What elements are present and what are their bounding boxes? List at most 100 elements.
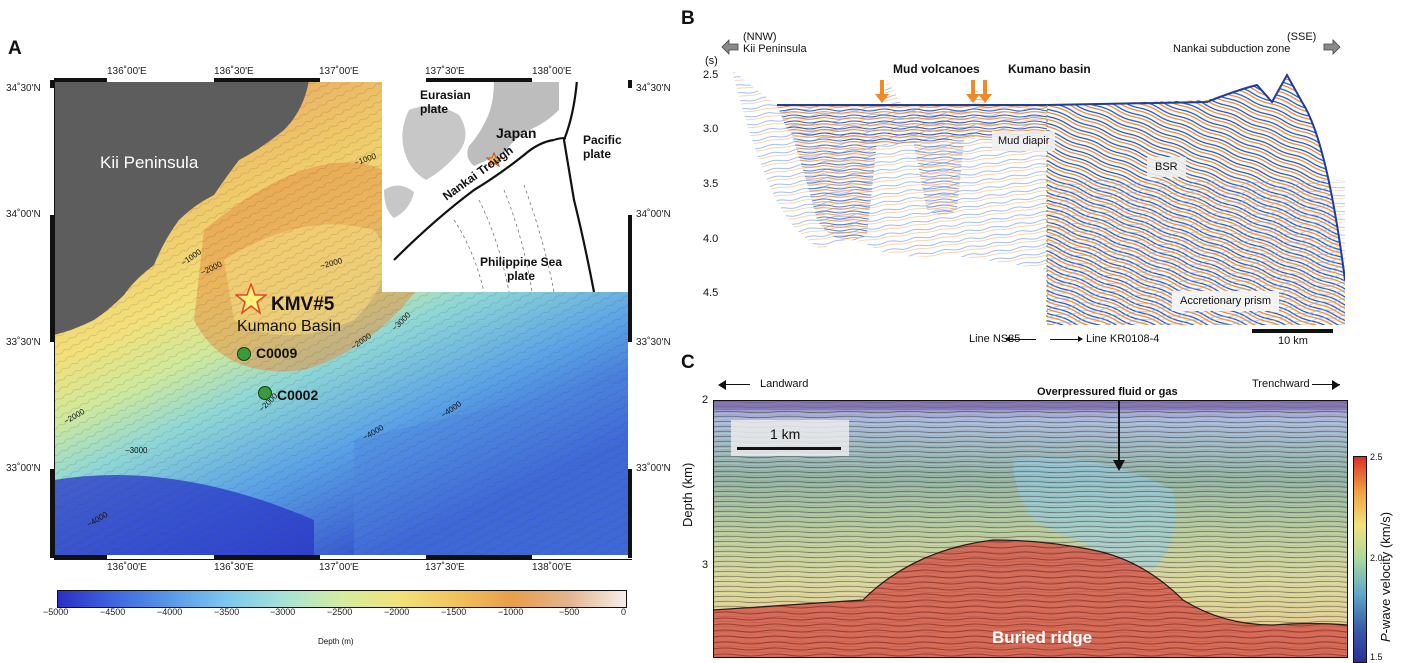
twt-tick: 3.0 (703, 123, 719, 135)
twt-tick: 4.5 (703, 287, 719, 299)
bathymetry-map (54, 80, 632, 560)
map-bottom-frame (54, 555, 632, 559)
velocity-tick: 1.5 (1370, 652, 1383, 662)
map-right-frame (628, 80, 632, 558)
overpressured-arrow-shaft (1118, 400, 1120, 462)
lat-label: 34˚00'N (636, 209, 671, 220)
lat-label: 33˚30'N (6, 337, 41, 348)
depth-tick: 3 (702, 559, 709, 571)
buried-ridge-label: Buried ridge (992, 628, 1093, 647)
arrow-right-icon (1332, 380, 1340, 390)
left-line-arrow (1006, 339, 1036, 340)
depth-tick: 2 (702, 394, 709, 406)
lon-label: 137˚00'E (319, 66, 359, 77)
twt-tick: 4.0 (703, 233, 719, 245)
c0002-label: C0002 (277, 387, 319, 403)
scale-bar-c-label: 1 km (770, 426, 801, 442)
lat-label: 33˚30'N (636, 337, 671, 348)
mud-diapir-label: Mud diapir (992, 131, 1056, 151)
lon-label: 138˚00'E (532, 66, 572, 77)
colorbar-tick: −5000 (43, 607, 69, 617)
mud-volcano-arrow-icon (875, 80, 889, 103)
colorbar-tick: −1000 (498, 607, 524, 617)
kmv5-star-icon (235, 283, 267, 315)
panel-b-letter: B (681, 8, 695, 29)
scale-bar-b-label: 10 km (1278, 335, 1308, 347)
arrow-left-icon (718, 380, 726, 390)
arrowhead-icon (1078, 336, 1083, 342)
kumano-basin-label: Kumano Basin (237, 318, 342, 335)
lon-label: 138˚00'E (532, 562, 572, 573)
depth-colorbar (57, 590, 627, 608)
scale-bar-c (737, 447, 841, 450)
landward-arrow (722, 384, 750, 385)
c0002-site-marker (258, 386, 272, 400)
velocity-tick: 2.0 (1370, 553, 1383, 563)
depth-section-c (713, 400, 1348, 658)
depth-colorbar-ticks: −5000 −4500 −4000 −3500 −3000 −2500 −200… (43, 607, 627, 621)
trenchward-arrow (1312, 384, 1340, 385)
overpressured-label: Overpressured fluid or gas (1037, 386, 1178, 398)
colorbar-tick: −3500 (214, 607, 240, 617)
philippine-sea-plate-label: Philippine Sea plate (480, 255, 563, 283)
colorbar-tick: −2000 (384, 607, 410, 617)
panel-c-letter: C (681, 352, 695, 373)
velocity-colorbar-label: P-wave velocity (km/s) (1378, 512, 1393, 642)
lon-label: 137˚30'E (425, 562, 465, 573)
accretionary-prism-label: Accretionary prism (1172, 291, 1280, 311)
sse-label: (SSE) (1287, 31, 1317, 43)
nnw-label: (NNW) (743, 31, 777, 43)
mud-volcano-arrow-icon (966, 80, 980, 103)
lon-label: 137˚30'E (425, 66, 465, 77)
velocity-tick: 2.5 (1370, 452, 1383, 462)
depth-colorbar-label: Depth (m) (318, 637, 354, 646)
colorbar-tick: −2500 (327, 607, 353, 617)
lon-label: 136˚30'E (214, 562, 254, 573)
lon-label: 136˚00'E (107, 562, 147, 573)
kii-peninsula-direction: Kii Peninsula (743, 43, 807, 55)
map-left-frame (50, 80, 54, 558)
lon-label: 137˚00'E (319, 562, 359, 573)
arrow-down-icon (1113, 460, 1125, 471)
colorbar-tick: −4500 (100, 607, 126, 617)
velocity-colorbar (1353, 456, 1367, 663)
lat-label: 33˚00'N (636, 463, 671, 474)
panel-a-letter: A (8, 38, 22, 59)
velocity-label-rest: -wave velocity (km/s) (1378, 511, 1393, 634)
kumano-basin-b-label: Kumano basin (1008, 62, 1091, 76)
kii-peninsula-label: Kii Peninsula (100, 153, 199, 172)
twt-tick: 2.5 (703, 69, 719, 81)
scale-bar-c-box (731, 420, 849, 456)
kmv5-label: KMV#5 (271, 294, 335, 315)
twt-tick: 3.5 (703, 178, 719, 190)
colorbar-tick: 0 (621, 607, 627, 617)
nankai-direction: Nankai subduction zone (1173, 43, 1291, 55)
bsr-label: BSR (1147, 157, 1186, 177)
lon-label: 136˚00'E (107, 66, 147, 77)
c0009-label: C0009 (256, 345, 298, 361)
pacific-plate-label: Pacific plate (583, 133, 622, 161)
depth-axis-label: Depth (km) (680, 462, 695, 527)
arrow-right-icon (1323, 39, 1341, 55)
velocity-label-p: P (1378, 633, 1393, 642)
lon-label: 136˚30'E (214, 66, 254, 77)
lat-label: 34˚30'N (6, 83, 41, 94)
eurasian-plate-label: Eurasian plate (420, 88, 471, 116)
trenchward-label: Trenchward (1252, 378, 1310, 390)
colorbar-tick: −500 (559, 607, 580, 617)
colorbar-tick: −3000 (270, 607, 296, 617)
line-kr0108-label: Line KR0108-4 (1086, 333, 1160, 345)
scale-bar-b (1252, 329, 1333, 333)
japan-label: Japan (496, 125, 537, 141)
colorbar-tick: −4000 (157, 607, 183, 617)
lat-label: 33˚00'N (6, 463, 41, 474)
lat-label: 34˚30'N (636, 83, 671, 94)
twt-unit-label: (s) (705, 55, 718, 67)
lat-label: 34˚00'N (6, 209, 41, 220)
landward-label: Landward (760, 378, 809, 390)
mud-volcanoes-label: Mud volcanoes (893, 62, 980, 76)
seismic-profile-b (727, 60, 1345, 325)
contour-label: −3000 (125, 446, 148, 455)
right-line-arrow (1050, 339, 1080, 340)
colorbar-tick: −1500 (441, 607, 467, 617)
